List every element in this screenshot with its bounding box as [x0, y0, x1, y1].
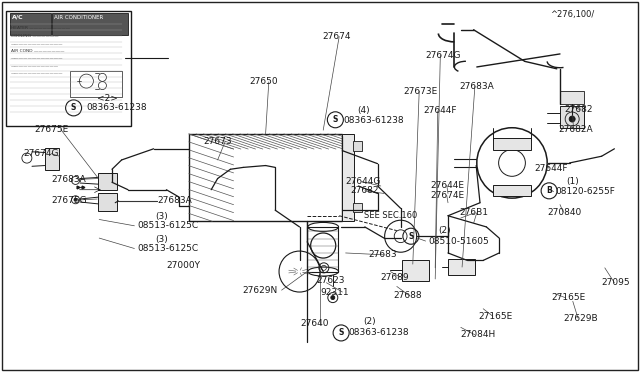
Text: 27673E: 27673E: [403, 87, 438, 96]
Text: 27000Y: 27000Y: [166, 261, 200, 270]
Text: 27629B: 27629B: [563, 314, 598, 323]
Text: 08363-61238: 08363-61238: [86, 103, 147, 112]
Text: 08510-51605: 08510-51605: [429, 237, 490, 246]
Text: 27682: 27682: [351, 186, 380, 195]
Bar: [98, 193, 117, 211]
Text: 27673: 27673: [204, 137, 232, 146]
Bar: [70, 71, 122, 97]
Text: 92311: 92311: [320, 288, 349, 296]
Bar: [493, 185, 531, 196]
Circle shape: [569, 116, 575, 122]
Text: 27165E: 27165E: [552, 293, 586, 302]
Text: S: S: [333, 115, 338, 124]
Circle shape: [74, 198, 77, 201]
Text: (3): (3): [156, 235, 168, 244]
Circle shape: [331, 296, 335, 299]
Text: ————————————: ————————————: [11, 72, 63, 76]
Bar: [45, 148, 59, 170]
Text: 27629N: 27629N: [242, 286, 277, 295]
Bar: [342, 134, 354, 221]
Text: ^276,100/: ^276,100/: [550, 10, 595, 19]
Text: ———————————: ———————————: [11, 64, 59, 68]
Text: 27683A: 27683A: [157, 196, 192, 205]
Bar: [353, 141, 362, 151]
Text: 27682A: 27682A: [558, 125, 593, 134]
Text: 08513-6125C: 08513-6125C: [138, 244, 199, 253]
Text: HEATER ————— ————: HEATER ————— ————: [11, 26, 70, 30]
Bar: [307, 227, 338, 272]
Text: (4): (4): [357, 106, 370, 115]
Text: <2>: <2>: [97, 94, 118, 103]
Text: S: S: [71, 103, 76, 112]
Bar: [10, 13, 51, 35]
Text: 27683: 27683: [368, 250, 397, 259]
Text: 27674G: 27674G: [426, 51, 461, 60]
Text: S: S: [339, 328, 344, 337]
Bar: [493, 138, 531, 150]
Text: 270840: 270840: [548, 208, 582, 217]
Text: 27689: 27689: [381, 273, 410, 282]
Text: A/C: A/C: [12, 15, 23, 20]
Text: 27640: 27640: [301, 319, 330, 328]
Text: 27095: 27095: [602, 278, 630, 287]
Bar: [402, 260, 429, 281]
Text: (2): (2): [438, 226, 451, 235]
Text: 27644F: 27644F: [534, 164, 568, 173]
Text: 27674E: 27674E: [430, 191, 464, 200]
Text: 27623: 27623: [317, 276, 346, 285]
Bar: [98, 173, 117, 190]
Text: (2): (2): [363, 317, 376, 326]
Text: 27644F: 27644F: [424, 106, 457, 115]
Text: AIR CONDITIONER: AIR CONDITIONER: [54, 15, 104, 20]
Text: 27650: 27650: [250, 77, 278, 86]
Bar: [560, 106, 584, 128]
Text: ————————————: ————————————: [11, 57, 63, 61]
Text: 27165E: 27165E: [479, 312, 513, 321]
Text: SEE SEC.160: SEE SEC.160: [364, 211, 417, 220]
Bar: [448, 259, 475, 275]
Text: 27675G: 27675G: [51, 196, 87, 205]
Text: B: B: [547, 186, 552, 195]
Text: 08363-61238: 08363-61238: [349, 328, 410, 337]
Text: 27674: 27674: [323, 32, 351, 41]
Bar: [6, 11, 131, 126]
Text: 27644G: 27644G: [346, 177, 381, 186]
Bar: [560, 91, 584, 104]
Text: 08363-61238: 08363-61238: [343, 116, 404, 125]
Text: COOLING ——————: COOLING ——————: [11, 35, 58, 38]
Text: 27084H: 27084H: [461, 330, 496, 339]
Bar: [52, 13, 128, 35]
Text: 08120-6255F: 08120-6255F: [555, 187, 615, 196]
Text: (3): (3): [156, 212, 168, 221]
Text: (1): (1): [566, 177, 579, 186]
Text: 27683A: 27683A: [51, 175, 86, 184]
Bar: [189, 134, 342, 221]
Text: 27688: 27688: [394, 291, 422, 300]
Text: S: S: [408, 232, 413, 241]
Text: 27644E: 27644E: [430, 181, 464, 190]
Text: AIR COND ———————: AIR COND ———————: [11, 49, 65, 53]
Text: ————————————: ————————————: [11, 42, 63, 46]
Text: 27683A: 27683A: [460, 82, 494, 91]
Text: 08513-6125C: 08513-6125C: [138, 221, 199, 230]
Bar: [353, 203, 362, 212]
Text: 276B1: 276B1: [460, 208, 488, 217]
Text: 27674G: 27674G: [24, 149, 59, 158]
Text: 27675E: 27675E: [34, 125, 68, 134]
Text: 27682: 27682: [564, 105, 593, 114]
